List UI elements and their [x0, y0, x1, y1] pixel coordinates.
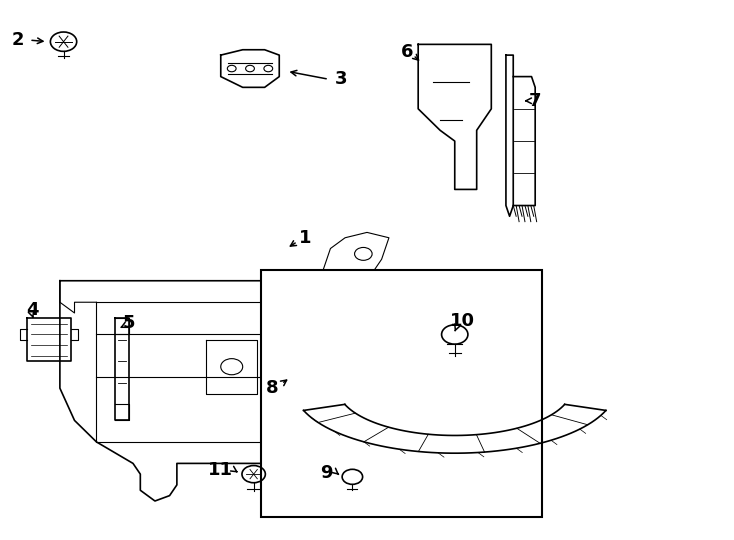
Text: 6: 6 [401, 43, 413, 62]
Text: 10: 10 [449, 312, 475, 330]
Text: 4: 4 [26, 301, 38, 319]
Text: 1: 1 [299, 229, 311, 247]
Bar [261, 270, 542, 517]
Text: 3: 3 [335, 70, 348, 88]
Text: 5: 5 [123, 314, 136, 332]
Text: 7: 7 [529, 92, 542, 110]
Text: 9: 9 [321, 463, 333, 482]
Text: 8: 8 [266, 379, 278, 397]
Text: 11: 11 [208, 461, 233, 479]
Text: 2: 2 [11, 31, 23, 49]
